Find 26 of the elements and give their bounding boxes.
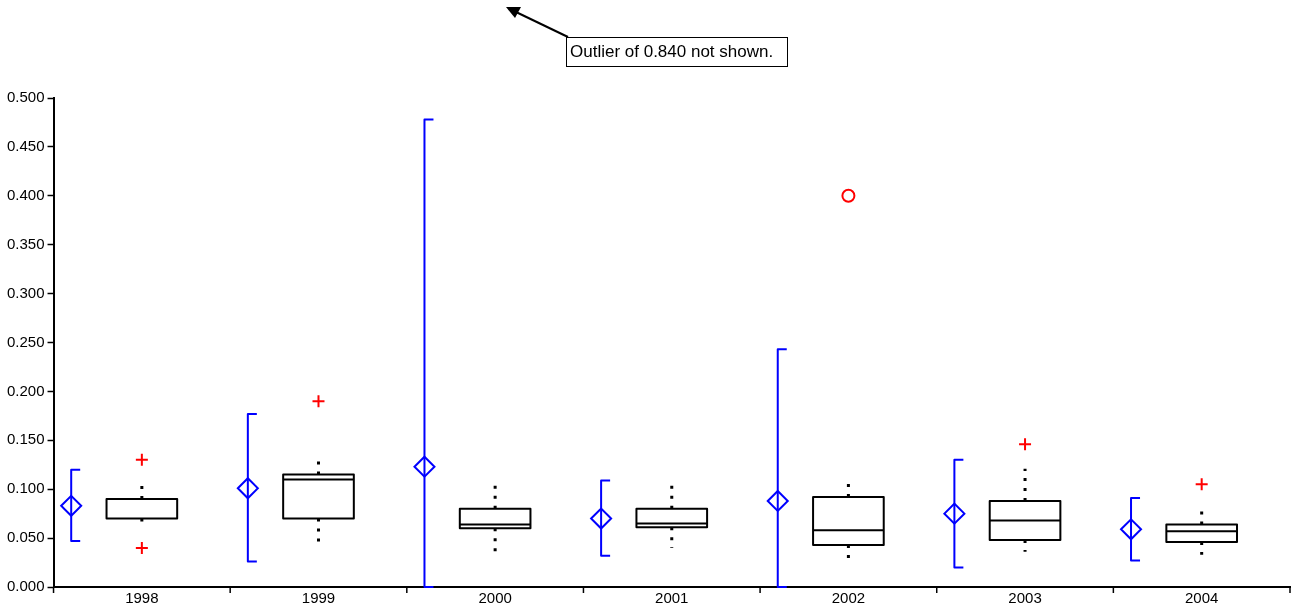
y-tick-label: 0.150 — [6, 430, 45, 448]
point — [60, 494, 83, 517]
y-tick-label: 0.450 — [6, 137, 45, 155]
x-tick-label: 2000 — [478, 589, 512, 607]
x-tick-label: 2004 — [1184, 589, 1219, 607]
y-tick-label: 0.200 — [6, 381, 45, 399]
point — [766, 489, 789, 512]
x-tick-label: 2001 — [655, 589, 689, 607]
y-tick-label: 0.050 — [6, 528, 45, 546]
x-tick-label: 1998 — [125, 589, 159, 607]
y-tick-label: 0.300 — [6, 283, 45, 301]
x-tick-label: 2002 — [831, 589, 866, 607]
y-tick-label: 0.000 — [6, 577, 45, 595]
y-tick-label: 0.350 — [6, 234, 45, 252]
x-tick-label: 2003 — [1008, 589, 1042, 607]
y-tick-label: 0.500 — [6, 88, 45, 106]
y-tick-label: 0.400 — [6, 185, 45, 203]
point — [413, 455, 436, 478]
y-tick-label: 0.100 — [6, 479, 45, 497]
y-tick-label: 0.250 — [6, 332, 45, 350]
point — [590, 507, 613, 530]
point — [1120, 518, 1143, 541]
x-tick-label: 1999 — [301, 589, 336, 607]
point — [943, 502, 966, 525]
text: Outlier of 0.840 not shown. — [566, 37, 789, 67]
point — [236, 477, 259, 500]
